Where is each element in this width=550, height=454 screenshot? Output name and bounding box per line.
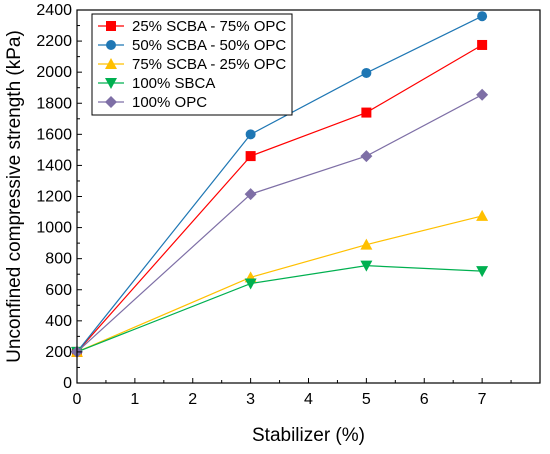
legend-label: 100% SBCA [132, 75, 215, 92]
legend-label: 25% SCBA - 75% OPC [132, 18, 286, 35]
legend-marker [105, 78, 117, 89]
y-tick-label: 2000 [36, 64, 72, 81]
legend-item: 75% SCBA - 25% OPC [98, 56, 286, 73]
legend-marker [105, 58, 117, 69]
data-point [476, 266, 489, 278]
data-point [361, 67, 372, 78]
x-tick-label: 3 [246, 391, 255, 408]
y-tick-label: 1400 [36, 157, 72, 174]
x-tick-label: 1 [130, 391, 139, 408]
legend-marker [106, 21, 116, 31]
y-tick-label: 400 [45, 313, 72, 330]
x-tick-label: 2 [188, 391, 197, 408]
y-axis-title: Unconfined compressive strength (kPa) [4, 30, 25, 363]
series-line [76, 265, 483, 353]
data-point [245, 151, 256, 162]
legend-item: 50% SCBA - 50% OPC [98, 37, 286, 54]
y-tick-label: 2400 [36, 2, 72, 19]
axes-layer: 0 1 2 3 4 5 6 7 0 200 400 600 800 1000 1200 1400 1600 180… [36, 2, 541, 408]
x-tick-label: 7 [478, 391, 487, 408]
x-tick-label: 5 [362, 391, 371, 408]
legend-item: 100% SBCA [98, 75, 215, 92]
y-tick-label: 1600 [36, 126, 72, 143]
legend-label: 75% SCBA - 25% OPC [132, 56, 286, 73]
x-tick-label: 6 [420, 391, 429, 408]
data-point [245, 129, 256, 140]
series-4 [71, 260, 489, 358]
y-tick-label: 1200 [36, 189, 72, 206]
y-tick-label: 600 [45, 282, 72, 299]
legend-item: 100% OPC [98, 94, 207, 111]
series-5 [71, 88, 489, 358]
legend-marker [106, 40, 116, 50]
series-line [76, 44, 483, 353]
x-tick-label: 4 [304, 391, 313, 408]
x-tick-label: 0 [73, 391, 82, 408]
data-point [360, 150, 373, 163]
y-tick-label: 1800 [36, 95, 72, 112]
data-point [476, 88, 489, 101]
data-point [361, 107, 372, 118]
y-tick-label: 0 [63, 375, 72, 392]
x-axis-title: Stabilizer (%) [252, 425, 365, 446]
y-tick-label: 1000 [36, 220, 72, 237]
y-tick-label: 800 [45, 251, 72, 268]
legend-label: 50% SCBA - 50% OPC [132, 37, 286, 54]
series-line [76, 94, 483, 353]
data-point [477, 39, 488, 50]
series-3 [71, 209, 489, 357]
legend: 25% SCBA - 75% OPC 50% SCBA - 50% OPC 75% … [91, 13, 293, 116]
data-point [360, 238, 373, 250]
y-tick-label: 2200 [36, 33, 72, 50]
data-point [244, 188, 257, 201]
data-point [244, 278, 257, 290]
data-point [477, 11, 488, 22]
series-line [76, 215, 483, 353]
legend-item: 25% SCBA - 75% OPC [98, 18, 286, 35]
legend-marker [105, 96, 117, 108]
series-line [76, 15, 483, 353]
data-point [360, 260, 373, 272]
legend-box [91, 13, 293, 116]
data-point [476, 209, 489, 221]
y-tick-label: 200 [45, 344, 72, 361]
legend-label: 100% OPC [132, 94, 207, 111]
